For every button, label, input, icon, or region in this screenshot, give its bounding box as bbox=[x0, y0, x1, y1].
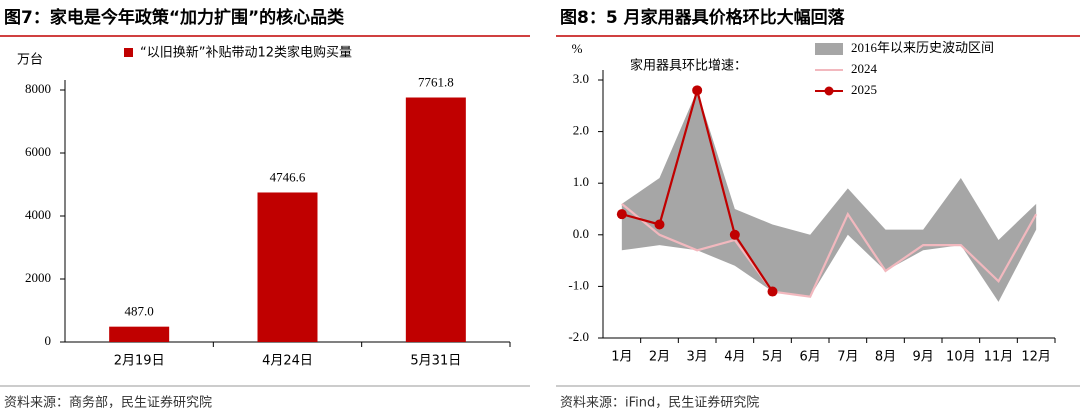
legend-label: 2025 bbox=[851, 82, 877, 97]
marker bbox=[654, 219, 665, 230]
x-tick-label: 12月 bbox=[1021, 350, 1051, 365]
bar bbox=[405, 97, 466, 343]
x-tick-label: 10月 bbox=[946, 350, 976, 365]
y-tick-label: 2.0 bbox=[573, 123, 589, 138]
marker bbox=[767, 286, 778, 297]
x-tick-label: 1月 bbox=[611, 350, 632, 365]
x-tick-label: 6月 bbox=[800, 350, 821, 365]
y-tick-label: 1.0 bbox=[573, 174, 589, 189]
x-tick-label: 2月 bbox=[649, 350, 670, 365]
range-band bbox=[621, 90, 1037, 302]
y-tick-label: 8000 bbox=[25, 81, 51, 96]
y-tick-label: 0.0 bbox=[573, 226, 589, 241]
legend-marker bbox=[824, 86, 834, 96]
data-label: 4746.6 bbox=[270, 169, 306, 184]
x-tick-label: 11月 bbox=[984, 350, 1014, 365]
legend-label: 2024 bbox=[851, 61, 878, 76]
x-tick-label: 7月 bbox=[837, 350, 858, 365]
marker bbox=[729, 229, 740, 240]
data-label: 7761.8 bbox=[418, 74, 454, 89]
x-tick-label: 4月 bbox=[724, 350, 745, 365]
annotation: 家用器具环比增速： bbox=[630, 58, 747, 74]
y-tick-label: 3.0 bbox=[573, 71, 589, 86]
x-tick-label: 3月 bbox=[687, 350, 708, 365]
chart-title: 图7：家电是今年政策“加力扩围”的核心品类 bbox=[4, 7, 345, 28]
source: 资料来源：商务部，民生证券研究院 bbox=[4, 395, 212, 411]
data-label: 487.0 bbox=[125, 304, 154, 319]
y-tick-label: -2.0 bbox=[568, 329, 589, 344]
y-unit: 万台 bbox=[17, 53, 43, 68]
marker bbox=[692, 85, 703, 96]
legend-swatch bbox=[815, 43, 843, 55]
y-tick-label: -1.0 bbox=[568, 277, 589, 292]
y-tick-label: 4000 bbox=[25, 207, 51, 222]
x-tick-label: 2月19日 bbox=[114, 354, 165, 369]
legend-swatch bbox=[124, 48, 133, 57]
y-unit: % bbox=[572, 41, 583, 56]
marker bbox=[616, 209, 627, 220]
x-tick-label: 5月 bbox=[762, 350, 783, 365]
y-tick-label: 2000 bbox=[25, 270, 51, 285]
y-tick-label: 0 bbox=[45, 333, 52, 348]
chart-title: 图8：5 月家用器具价格环比大幅回落 bbox=[560, 7, 846, 28]
x-tick-label: 9月 bbox=[913, 350, 934, 365]
y-tick-label: 6000 bbox=[25, 144, 51, 159]
source: 资料来源：iFind，民生证券研究院 bbox=[560, 395, 759, 411]
bar bbox=[257, 192, 318, 342]
x-tick-label: 4月24日 bbox=[262, 354, 313, 369]
x-tick-label: 8月 bbox=[875, 350, 896, 365]
series-line bbox=[621, 202, 1038, 298]
bar bbox=[109, 326, 170, 342]
x-tick-label: 5月31日 bbox=[410, 354, 461, 369]
legend-label: 2016年以来历史波动区间 bbox=[851, 40, 994, 55]
legend-label: “以旧换新”补贴带动12类家电购买量 bbox=[140, 45, 352, 61]
